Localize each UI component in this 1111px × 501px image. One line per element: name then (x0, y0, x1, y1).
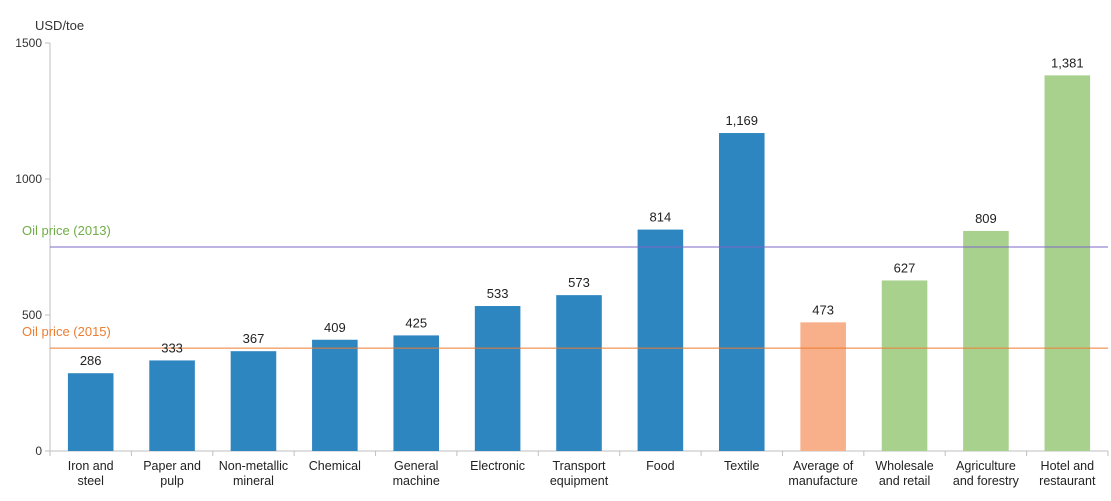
bar (230, 351, 277, 451)
bar (881, 280, 928, 451)
bar (474, 306, 521, 451)
category-label: Paper and (143, 459, 201, 473)
y-tick-label: 500 (22, 308, 42, 322)
category-label: Textile (724, 459, 759, 473)
data-label: 573 (568, 275, 590, 290)
category-label: restaurant (1039, 474, 1096, 488)
data-label: 627 (894, 260, 916, 275)
data-label: 533 (487, 286, 509, 301)
category-label: and retail (879, 474, 930, 488)
data-label: 425 (405, 315, 427, 330)
category-label: Hotel and (1041, 459, 1095, 473)
data-label: 333 (161, 340, 183, 355)
reference-line-label: Oil price (2015) (22, 324, 111, 339)
reference-line-label: Oil price (2013) (22, 223, 111, 238)
data-label: 814 (650, 210, 672, 225)
category-label: Wholesale (875, 459, 933, 473)
y-tick-label: 1500 (15, 36, 42, 50)
category-label: mineral (233, 474, 274, 488)
y-tick-label: 0 (35, 444, 42, 458)
data-label: 1,169 (725, 113, 758, 128)
category-label: Transport (552, 459, 606, 473)
category-label: Average of (793, 459, 854, 473)
data-label: 409 (324, 320, 346, 335)
category-label: pulp (160, 474, 184, 488)
data-label: 1,381 (1051, 55, 1084, 70)
category-label: manufacture (788, 474, 858, 488)
bar (1044, 75, 1091, 452)
bar (637, 229, 684, 451)
data-label: 367 (243, 331, 265, 346)
category-label: Chemical (309, 459, 361, 473)
reference-lines: Oil price (2013) Oil price (2015) (22, 223, 1108, 349)
category-label: Food (646, 459, 675, 473)
bar (393, 335, 440, 451)
category-label: Non-metallic (219, 459, 288, 473)
y-axis-title: USD/toe (35, 18, 84, 33)
bar (149, 360, 195, 451)
data-label: 473 (812, 302, 834, 317)
bar (800, 322, 846, 451)
category-label: Iron and (68, 459, 114, 473)
category-label: Electronic (470, 459, 525, 473)
data-label: 286 (80, 353, 102, 368)
category-label: General (394, 459, 438, 473)
category-label: equipment (550, 474, 609, 488)
bar (718, 133, 765, 452)
bar (67, 373, 114, 451)
category-label: Agriculture (956, 459, 1016, 473)
bar (963, 230, 1009, 451)
category-label: and forestry (953, 474, 1020, 488)
y-tick-label: 1000 (15, 172, 42, 186)
data-label: 809 (975, 211, 997, 226)
bar (556, 295, 602, 451)
axes: 0 500 1000 1500 (15, 36, 1109, 458)
bars (67, 75, 1091, 452)
bar (312, 339, 358, 451)
category-label: steel (77, 474, 103, 488)
category-label: machine (393, 474, 440, 488)
